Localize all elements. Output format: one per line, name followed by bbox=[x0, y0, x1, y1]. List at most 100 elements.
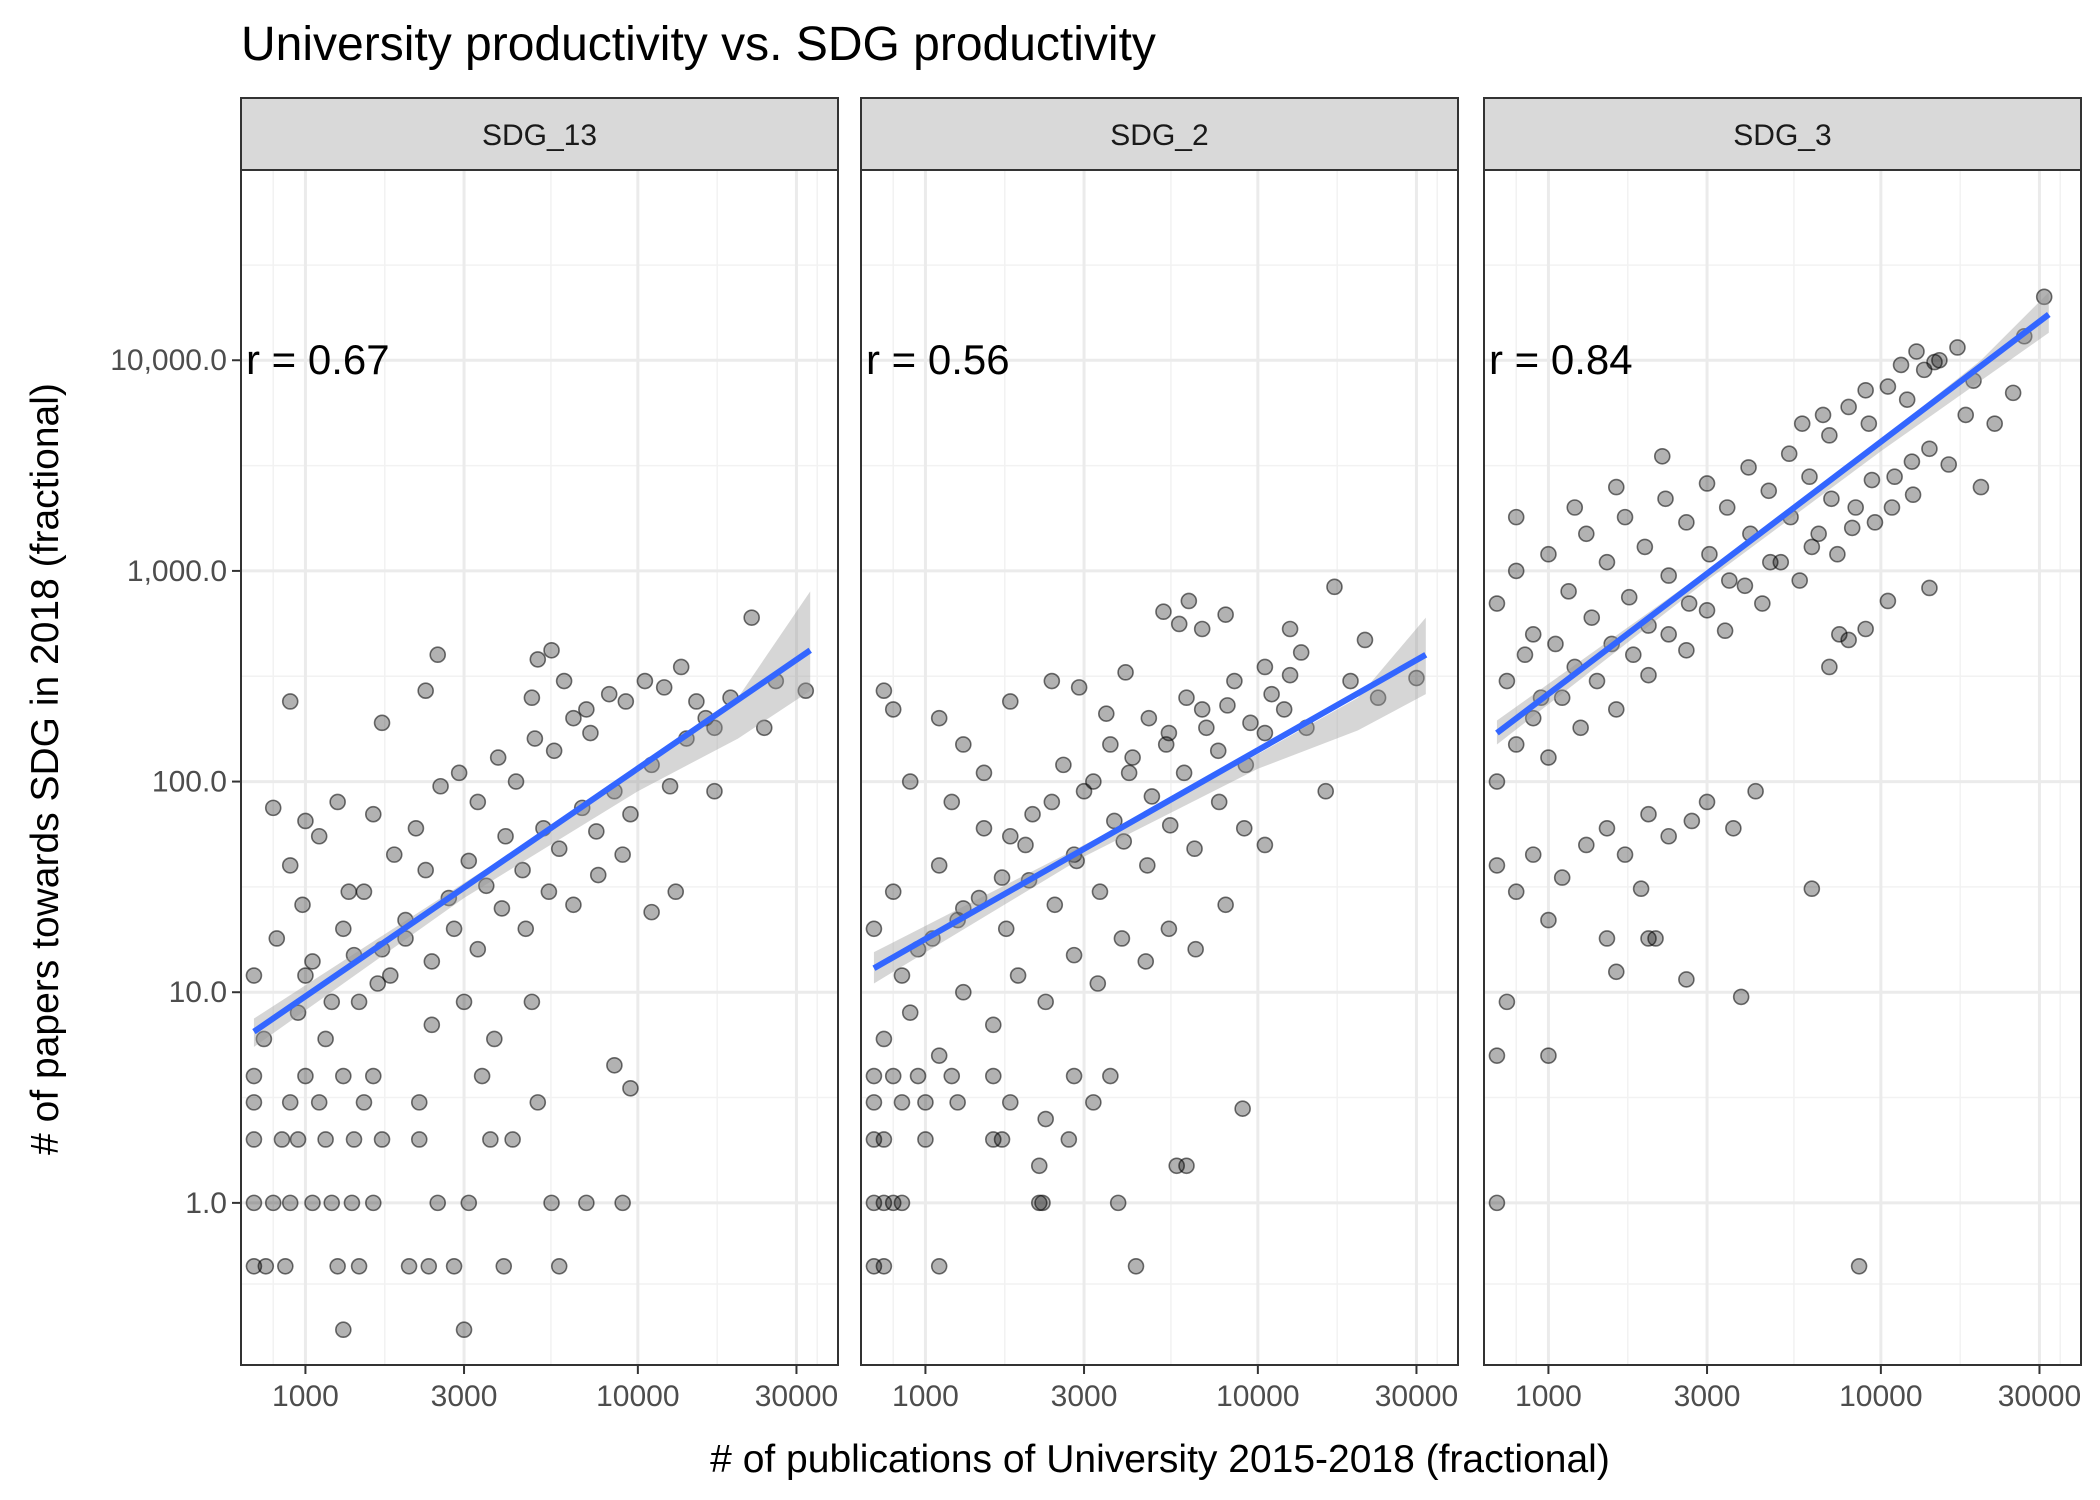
y-tick-label: 1.0 bbox=[185, 1187, 227, 1220]
data-point bbox=[1879, 378, 1897, 395]
data-point bbox=[1017, 836, 1034, 854]
data-point bbox=[281, 1194, 299, 1212]
data-point bbox=[1292, 644, 1310, 661]
data-point bbox=[1102, 736, 1119, 753]
data-point bbox=[410, 1131, 428, 1148]
data-point bbox=[1866, 514, 1884, 531]
data-point bbox=[909, 1067, 927, 1085]
data-point bbox=[1678, 971, 1695, 988]
data-point bbox=[460, 1194, 478, 1212]
data-point bbox=[1275, 701, 1293, 718]
data-point bbox=[400, 1258, 418, 1275]
panel-background bbox=[241, 170, 838, 1365]
data-point bbox=[469, 793, 487, 811]
data-point bbox=[410, 1094, 428, 1111]
data-point bbox=[1540, 545, 1557, 563]
data-point bbox=[1219, 697, 1236, 714]
data-point bbox=[1583, 609, 1601, 626]
data-point bbox=[1326, 578, 1343, 596]
data-point bbox=[1217, 606, 1234, 623]
data-point bbox=[1572, 719, 1589, 737]
data-point bbox=[1193, 701, 1211, 718]
data-point bbox=[984, 1067, 1002, 1085]
y-tick-label: 10,000.0 bbox=[110, 344, 227, 377]
data-point bbox=[281, 693, 299, 710]
data-point bbox=[1553, 869, 1571, 886]
data-point bbox=[865, 1094, 883, 1111]
data-point bbox=[1736, 577, 1754, 595]
data-point bbox=[688, 693, 705, 710]
x-tick-label: 3000 bbox=[1051, 1380, 1118, 1413]
x-tick-label: 10000 bbox=[1216, 1380, 1299, 1413]
data-point bbox=[1821, 427, 1838, 444]
data-point bbox=[335, 920, 352, 938]
data-point bbox=[335, 1067, 352, 1085]
data-point bbox=[1607, 701, 1625, 718]
data-point bbox=[1780, 445, 1798, 463]
data-point bbox=[335, 1321, 352, 1339]
data-point bbox=[1488, 595, 1506, 612]
facet-strip-label: SDG_3 bbox=[1733, 119, 1831, 152]
data-point bbox=[1137, 953, 1155, 970]
data-point bbox=[1160, 920, 1178, 938]
data-point bbox=[1175, 764, 1193, 782]
x-tick-label: 30000 bbox=[755, 1380, 838, 1413]
data-point bbox=[917, 1094, 934, 1111]
data-point bbox=[1037, 993, 1054, 1011]
data-point bbox=[1857, 620, 1874, 638]
data-point bbox=[1653, 447, 1671, 465]
data-point bbox=[1488, 857, 1506, 874]
data-point bbox=[273, 1131, 291, 1148]
data-point bbox=[1657, 490, 1674, 508]
data-point bbox=[1140, 709, 1158, 727]
data-point bbox=[1226, 672, 1243, 690]
data-point bbox=[1560, 583, 1577, 600]
data-point bbox=[1540, 911, 1557, 929]
data-point bbox=[340, 883, 358, 901]
data-point bbox=[1170, 615, 1188, 633]
data-point bbox=[1001, 827, 1019, 845]
data-point bbox=[277, 1258, 294, 1275]
data-point bbox=[1524, 846, 1542, 863]
data-point bbox=[1791, 572, 1809, 589]
data-point bbox=[1117, 664, 1134, 681]
data-point bbox=[1488, 1194, 1506, 1212]
data-point bbox=[1070, 679, 1088, 696]
data-point bbox=[706, 782, 723, 800]
data-point bbox=[1547, 635, 1564, 653]
data-point bbox=[1829, 545, 1846, 563]
correlation-annotation: r = 0.84 bbox=[1489, 336, 1633, 383]
data-point bbox=[1060, 1131, 1078, 1148]
data-point bbox=[1113, 930, 1131, 947]
data-point bbox=[1793, 415, 1811, 432]
facet-strip bbox=[240, 97, 839, 171]
data-point bbox=[667, 883, 685, 901]
data-point bbox=[350, 993, 368, 1011]
data-point bbox=[289, 1004, 307, 1021]
data-point bbox=[1055, 756, 1072, 774]
data-point bbox=[486, 1030, 503, 1048]
data-point bbox=[1524, 626, 1542, 643]
data-point bbox=[1097, 705, 1115, 722]
data-point bbox=[865, 920, 883, 938]
data-point bbox=[636, 672, 654, 690]
facet-strip bbox=[860, 97, 1459, 171]
data-point bbox=[1598, 553, 1616, 571]
data-point bbox=[297, 967, 314, 984]
data-point bbox=[1356, 631, 1374, 649]
data-point bbox=[257, 1258, 275, 1275]
data-point bbox=[381, 967, 399, 984]
y-tick-label: 100.0 bbox=[152, 766, 227, 799]
data-point bbox=[578, 1194, 595, 1212]
data-point bbox=[1046, 896, 1064, 914]
data-point bbox=[1843, 519, 1861, 537]
data-point bbox=[1498, 993, 1516, 1011]
data-point bbox=[417, 682, 434, 699]
data-point bbox=[1540, 749, 1557, 766]
data-point bbox=[1242, 714, 1259, 732]
data-point bbox=[1810, 525, 1827, 543]
data-point bbox=[1488, 1047, 1506, 1064]
data-point bbox=[984, 1131, 1002, 1148]
data-point bbox=[1823, 490, 1840, 508]
